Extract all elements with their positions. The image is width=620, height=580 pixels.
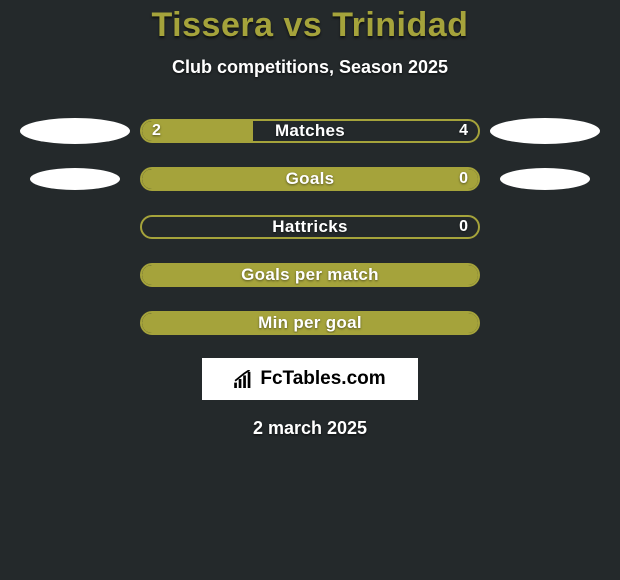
stat-row: Goals per match	[0, 262, 620, 288]
logo-text: FcTables.com	[260, 368, 385, 390]
stat-label: Goals	[142, 169, 478, 189]
page-subtitle: Club competitions, Season 2025	[0, 57, 620, 78]
team-badge-right	[490, 310, 600, 336]
team-badge-left	[20, 166, 130, 192]
team-badge-right	[490, 262, 600, 288]
logo-label: FcTables.com	[234, 368, 385, 390]
stat-bar: Goals0	[140, 167, 480, 191]
comparison-infographic: Tissera vs Trinidad Club competitions, S…	[0, 0, 620, 439]
stat-row: Goals0	[0, 166, 620, 192]
stat-row: Hattricks0	[0, 214, 620, 240]
team-badge-left	[20, 310, 130, 336]
team-badge-left	[20, 214, 130, 240]
team-badge-right	[490, 118, 600, 144]
stat-bar: Hattricks0	[140, 215, 480, 239]
team-badge-left	[20, 262, 130, 288]
stat-bar: Min per goal	[140, 311, 480, 335]
stat-rows: 2Matches4Goals0Hattricks0Goals per match…	[0, 118, 620, 336]
ellipse-icon	[30, 168, 120, 190]
team-badge-right	[490, 166, 600, 192]
team-badge-right	[490, 214, 600, 240]
ellipse-icon	[490, 118, 600, 144]
chart-icon	[234, 370, 256, 388]
source-logo: FcTables.com	[202, 358, 418, 400]
stat-label: Hattricks	[142, 217, 478, 237]
ellipse-icon	[500, 168, 590, 190]
stat-label: Min per goal	[142, 313, 478, 333]
team-badge-left	[20, 118, 130, 144]
page-title: Tissera vs Trinidad	[0, 6, 620, 45]
stat-value-right: 0	[459, 169, 468, 189]
stat-label: Matches	[142, 121, 478, 141]
stat-value-right: 0	[459, 217, 468, 237]
stat-row: 2Matches4	[0, 118, 620, 144]
date-label: 2 march 2025	[0, 418, 620, 439]
stat-bar: 2Matches4	[140, 119, 480, 143]
ellipse-icon	[20, 118, 130, 144]
stat-bar: Goals per match	[140, 263, 480, 287]
stat-value-right: 4	[459, 121, 468, 141]
stat-row: Min per goal	[0, 310, 620, 336]
stat-label: Goals per match	[142, 265, 478, 285]
